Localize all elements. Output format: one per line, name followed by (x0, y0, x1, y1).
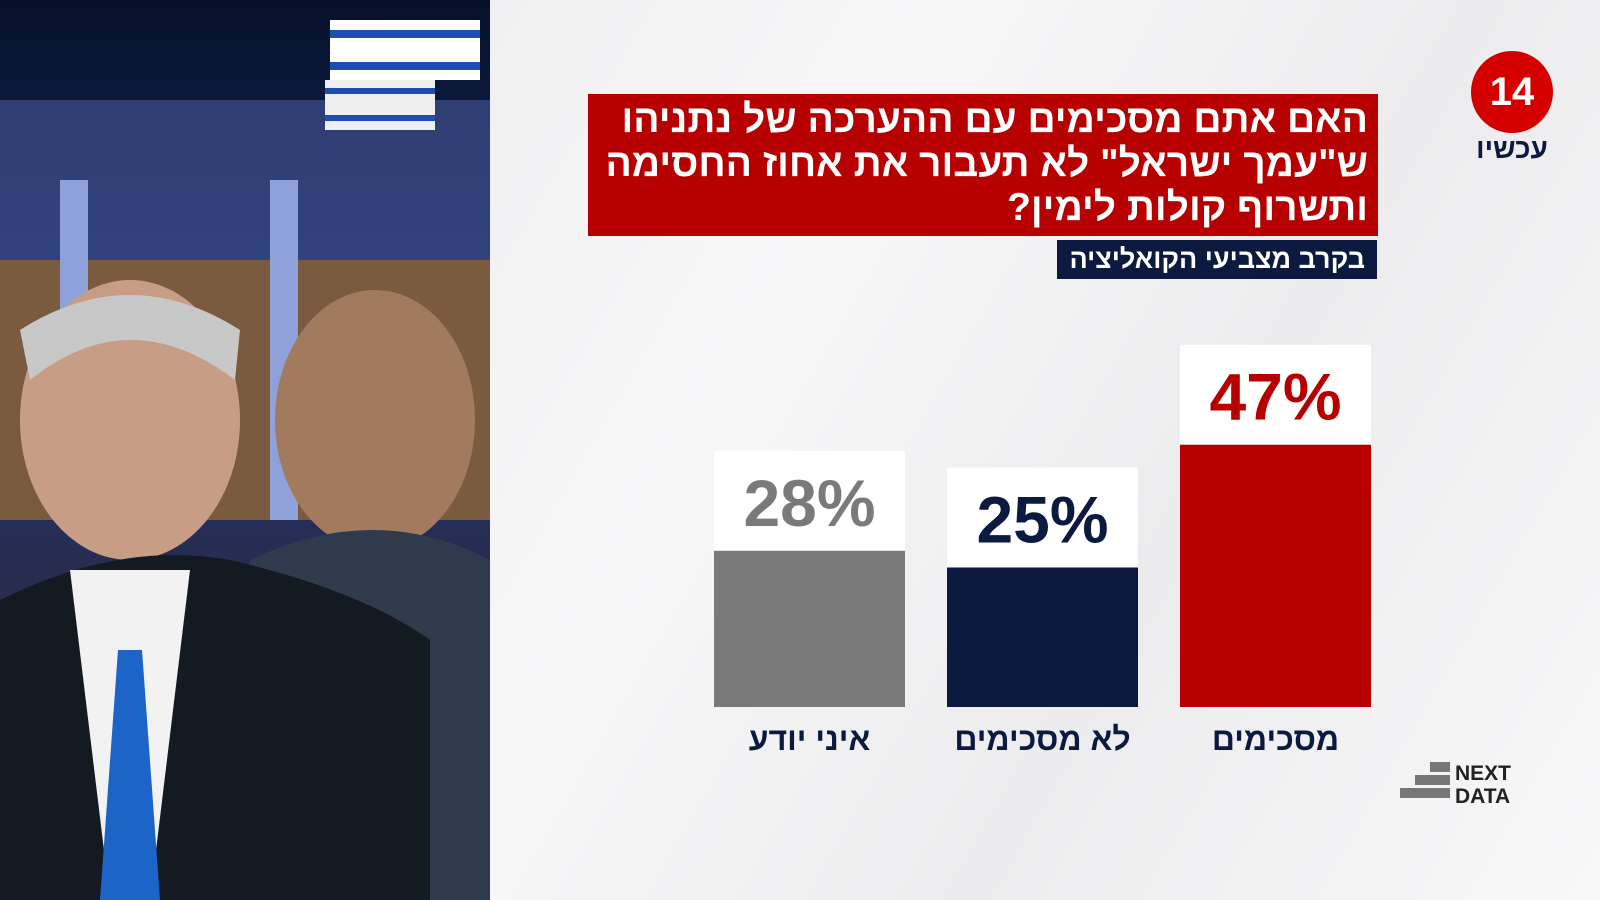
value-label: 47% (1209, 360, 1341, 434)
value-label-box (1180, 344, 1371, 445)
provider-logo: NEXT DATA (1400, 762, 1511, 808)
bar (947, 567, 1138, 707)
photo (0, 0, 490, 900)
category-label: לא מסכימים (954, 721, 1130, 757)
value-label-box (947, 467, 1138, 568)
channel-logo: 14 עכשיו (1471, 51, 1553, 164)
value-label: 25% (976, 483, 1108, 557)
category-label: מסכימים (1212, 721, 1339, 757)
value-label-box (714, 450, 905, 551)
bar (1180, 444, 1371, 707)
bar (714, 550, 905, 707)
logo-number: 14 (1490, 70, 1535, 114)
logo-circle (1471, 51, 1553, 133)
chart-subtitle: בקרב מצביעי הקואליציה (1057, 240, 1377, 279)
chart-title: האם אתם מסכימים עם ההערכה של נתניהו ש"עמ… (588, 94, 1378, 236)
provider-line: NEXT (1455, 762, 1511, 785)
value-label: 28% (743, 466, 875, 540)
category-label: איני יודע (749, 721, 871, 757)
provider-line: DATA (1455, 785, 1510, 808)
logo-name: עכשיו (1476, 133, 1548, 164)
